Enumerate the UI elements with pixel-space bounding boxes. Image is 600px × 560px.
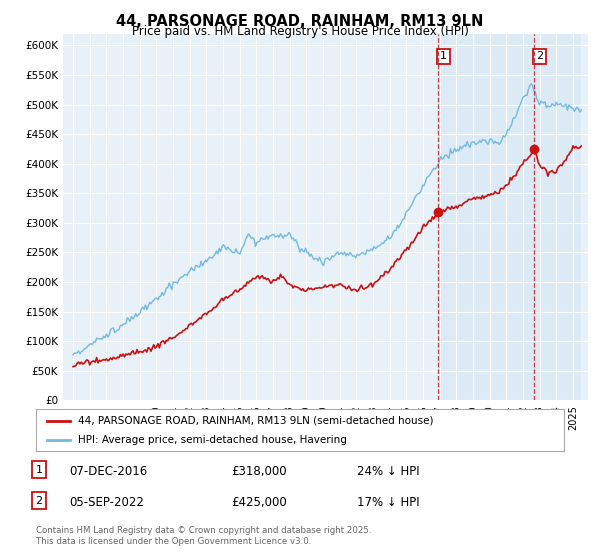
- Text: 07-DEC-2016: 07-DEC-2016: [69, 465, 147, 478]
- Text: 44, PARSONAGE ROAD, RAINHAM, RM13 9LN: 44, PARSONAGE ROAD, RAINHAM, RM13 9LN: [116, 14, 484, 29]
- Text: 44, PARSONAGE ROAD, RAINHAM, RM13 9LN (semi-detached house): 44, PARSONAGE ROAD, RAINHAM, RM13 9LN (s…: [78, 416, 434, 426]
- Text: 1: 1: [35, 465, 43, 475]
- Text: 05-SEP-2022: 05-SEP-2022: [69, 496, 144, 508]
- Text: 2: 2: [35, 496, 43, 506]
- Text: 2: 2: [536, 52, 543, 62]
- Text: £318,000: £318,000: [231, 465, 287, 478]
- Text: 17% ↓ HPI: 17% ↓ HPI: [357, 496, 419, 508]
- Text: Price paid vs. HM Land Registry's House Price Index (HPI): Price paid vs. HM Land Registry's House …: [131, 25, 469, 38]
- Text: Contains HM Land Registry data © Crown copyright and database right 2025.
This d: Contains HM Land Registry data © Crown c…: [36, 526, 371, 546]
- Text: £425,000: £425,000: [231, 496, 287, 508]
- Bar: [439, 34, 581, 400]
- Text: 1: 1: [440, 52, 447, 62]
- Text: HPI: Average price, semi-detached house, Havering: HPI: Average price, semi-detached house,…: [78, 435, 347, 445]
- Text: 24% ↓ HPI: 24% ↓ HPI: [357, 465, 419, 478]
